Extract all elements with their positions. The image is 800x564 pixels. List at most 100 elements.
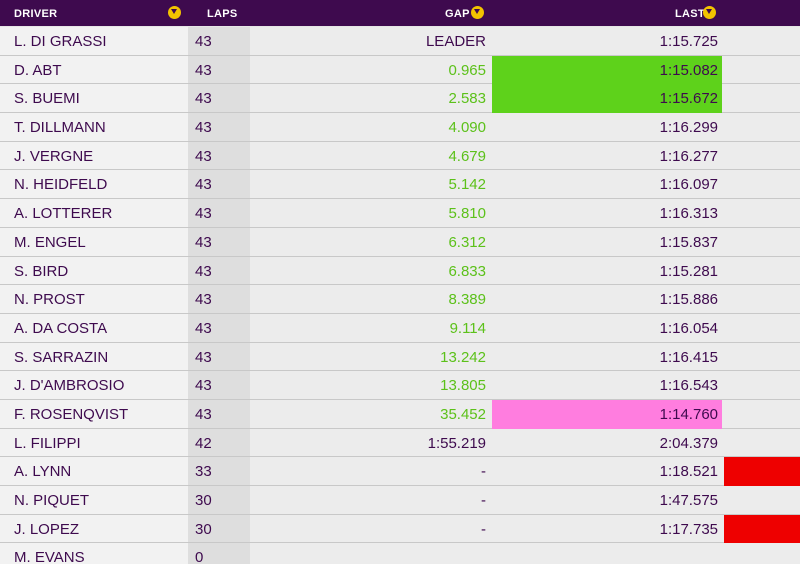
last-lap-time: 1:16.277 — [659, 147, 718, 165]
table-row[interactable]: S. BIRD 43 6.833 1:15.281 — [0, 256, 800, 286]
laps-count: 43 — [188, 170, 250, 200]
gap-value: 1:55.219 — [427, 434, 486, 452]
timing-cells — [250, 199, 800, 228]
laps-count: 43 — [188, 141, 250, 171]
table-row[interactable]: L. FILIPPI 42 1:55.219 2:04.379 — [0, 428, 800, 458]
table-row[interactable]: S. SARRAZIN 43 13.242 1:16.415 — [0, 342, 800, 372]
last-lap-time: 1:15.672 — [659, 90, 718, 108]
table-row[interactable]: N. HEIDFELD 43 5.142 1:16.097 — [0, 170, 800, 200]
timing-cells — [250, 256, 800, 286]
gap-value: 35.452 — [440, 405, 486, 423]
gap-value: 5.142 — [448, 176, 486, 194]
laps-count: 42 — [188, 428, 250, 458]
last-lap-time: 1:15.837 — [659, 233, 718, 251]
gap-value: LEADER — [425, 33, 486, 50]
table-row[interactable]: M. EVANS 0 — [0, 543, 800, 564]
table-row[interactable]: D. ABT 43 0.965 1:15.082 — [0, 55, 800, 85]
table-row[interactable]: J. D'AMBROSIO 43 13.805 1:16.543 — [0, 371, 800, 400]
laps-count: 43 — [188, 399, 250, 429]
last-lap-highlight — [492, 84, 722, 114]
gap-value: 5.810 — [448, 205, 486, 223]
table-row[interactable]: M. ENGEL 43 6.312 1:15.837 — [0, 227, 800, 257]
last-lap-time: 2:04.379 — [659, 434, 718, 452]
table-row[interactable]: A. LYNN 33 - 1:18.521 — [0, 457, 800, 486]
laps-count: 43 — [188, 84, 250, 114]
timing-cells — [250, 113, 800, 142]
timing-cells — [250, 428, 800, 458]
laps-count: 43 — [188, 227, 250, 257]
gap-value: 8.389 — [448, 291, 486, 309]
driver-name: J. LOPEZ — [0, 514, 188, 544]
laps-count: 33 — [188, 457, 250, 486]
laps-count: 43 — [188, 199, 250, 228]
laps-count: 43 — [188, 342, 250, 372]
last-lap-highlight — [492, 55, 722, 85]
header-last: LAST — [675, 8, 705, 20]
gap-value: 4.679 — [448, 147, 486, 165]
driver-name: M. EVANS — [0, 543, 188, 564]
timing-cells — [250, 141, 800, 171]
table-row[interactable]: J. LOPEZ 30 - 1:17.735 — [0, 514, 800, 544]
table-row[interactable]: A. LOTTERER 43 5.810 1:16.313 — [0, 199, 800, 228]
retired-flag — [724, 457, 800, 486]
laps-count: 43 — [188, 313, 250, 343]
table-row[interactable]: A. DA COSTA 43 9.114 1:16.054 — [0, 313, 800, 343]
driver-name: N. PIQUET — [0, 486, 188, 515]
timing-cells — [250, 514, 800, 544]
gap-value: 0.965 — [448, 61, 486, 79]
last-lap-time: 1:15.082 — [659, 61, 718, 79]
table-row[interactable]: N. PIQUET 30 - 1:47.575 — [0, 486, 800, 515]
table-row[interactable]: J. VERGNE 43 4.679 1:16.277 — [0, 141, 800, 171]
chevron-down-icon[interactable] — [471, 6, 484, 19]
gap-value: 13.805 — [440, 377, 486, 395]
timing-cells — [250, 457, 800, 486]
driver-name: M. ENGEL — [0, 227, 188, 257]
timing-cells — [250, 285, 800, 314]
last-lap-time: 1:17.735 — [659, 520, 718, 538]
gap-value: 9.114 — [449, 319, 486, 337]
laps-count: 43 — [188, 256, 250, 286]
last-lap-time: 1:16.543 — [659, 377, 718, 395]
timing-cells — [250, 486, 800, 515]
last-lap-highlight — [492, 399, 722, 429]
driver-name: D. ABT — [0, 55, 188, 85]
table-row[interactable]: N. PROST 43 8.389 1:15.886 — [0, 285, 800, 314]
timing-cells — [250, 543, 800, 564]
laps-count: 30 — [188, 486, 250, 515]
last-lap-time: 1:15.281 — [659, 262, 718, 280]
gap-value: 6.833 — [448, 262, 486, 280]
last-lap-time: 1:15.725 — [659, 33, 718, 50]
table-row[interactable]: S. BUEMI 43 2.583 1:15.672 — [0, 84, 800, 114]
header-gap: GAP — [445, 8, 470, 20]
gap-value: - — [481, 492, 486, 509]
laps-count: 43 — [188, 371, 250, 400]
gap-value: 13.242 — [440, 348, 486, 366]
last-lap-time: 1:16.415 — [659, 348, 718, 366]
laps-count: 0 — [188, 543, 250, 564]
last-lap-time: 1:47.575 — [659, 492, 718, 509]
driver-name: S. BIRD — [0, 256, 188, 286]
chevron-down-icon[interactable] — [703, 6, 716, 19]
driver-name: L. DI GRASSI — [0, 27, 188, 56]
last-lap-time: 1:14.760 — [659, 405, 718, 423]
retired-flag — [724, 514, 800, 544]
table-row[interactable]: F. ROSENQVIST 43 35.452 1:14.760 — [0, 399, 800, 429]
table-row[interactable]: T. DILLMANN 43 4.090 1:16.299 — [0, 113, 800, 142]
timing-cells — [250, 170, 800, 200]
last-lap-time: 1:16.097 — [659, 176, 718, 194]
driver-name: F. ROSENQVIST — [0, 399, 188, 429]
table-header: DRIVER LAPS GAP LAST — [0, 0, 800, 26]
driver-name: A. LOTTERER — [0, 199, 188, 228]
header-driver: DRIVER — [14, 8, 58, 20]
last-lap-time: 1:16.054 — [659, 319, 718, 337]
gap-value: 4.090 — [448, 119, 486, 137]
chevron-down-icon[interactable] — [168, 6, 181, 19]
gap-value: - — [481, 463, 486, 481]
laps-count: 43 — [188, 55, 250, 85]
timing-cells — [250, 342, 800, 372]
laps-count: 43 — [188, 27, 250, 56]
gap-value: 6.312 — [448, 233, 486, 251]
laps-count: 43 — [188, 113, 250, 142]
driver-name: L. FILIPPI — [0, 428, 188, 458]
table-row[interactable]: L. DI GRASSI 43 LEADER 1:15.725 — [0, 27, 800, 56]
